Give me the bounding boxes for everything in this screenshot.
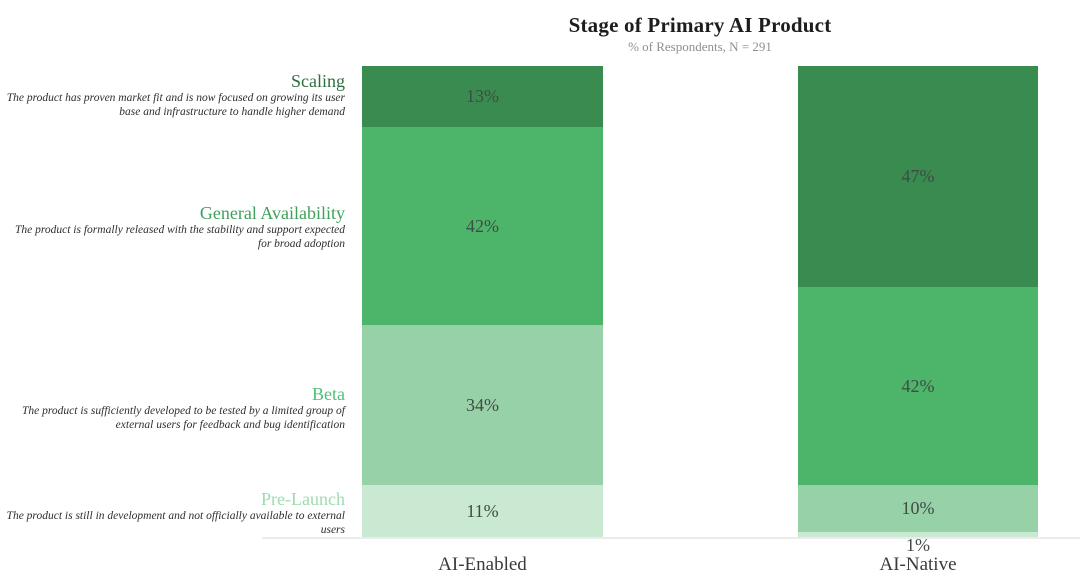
category-label-general-availability: General Availability The product is form…	[0, 203, 345, 251]
segment-ai-enabled-general-availability: 42%	[362, 127, 603, 326]
chart-title: Stage of Primary AI Product	[568, 13, 832, 37]
segment-ai-native-pre-launch: 1%	[798, 532, 1038, 555]
category-description: The product is sufficiently developed to…	[22, 405, 345, 431]
category-description: The product is formally released with th…	[14, 224, 345, 250]
category-title: Pre-Launch	[261, 489, 345, 509]
bar-ai-enabled: 13% 42% 34% 11%	[362, 66, 603, 537]
segment-value-label: 42%	[466, 215, 499, 236]
category-title: Beta	[312, 384, 345, 404]
x-axis-baseline	[262, 537, 1080, 539]
category-description: The product is still in development and …	[6, 510, 345, 536]
segment-value-label: 34%	[466, 394, 499, 415]
axis-label-ai-enabled: AI-Enabled	[438, 554, 527, 575]
segment-ai-native-beta: 10%	[798, 485, 1038, 533]
segment-ai-enabled-pre-launch: 11%	[362, 485, 603, 537]
category-label-pre-launch: Pre-Launch The product is still in devel…	[0, 489, 345, 537]
bar-ai-native: 47% 42% 10% 1%	[798, 66, 1038, 555]
segment-value-label: 13%	[466, 86, 499, 107]
axis-label-ai-native: AI-Native	[879, 554, 957, 575]
segment-value-label: 11%	[466, 500, 499, 521]
category-description: The product has proven market fit and is…	[6, 92, 345, 118]
category-label-beta: Beta The product is sufficiently develop…	[0, 384, 345, 432]
chart-subtitle: % of Respondents, N = 291	[628, 39, 772, 54]
segment-value-label: 1%	[906, 534, 930, 555]
category-title: General Availability	[199, 203, 345, 223]
segment-value-label: 10%	[901, 498, 935, 519]
segment-value-label: 42%	[901, 375, 935, 396]
segment-ai-enabled-beta: 34%	[362, 325, 603, 486]
segment-ai-native-scaling: 47%	[798, 66, 1038, 288]
category-label-scaling: Scaling The product has proven market fi…	[0, 71, 345, 119]
segment-ai-native-general-availability: 42%	[798, 287, 1038, 486]
segment-ai-enabled-scaling: 13%	[362, 66, 603, 128]
category-title: Scaling	[291, 71, 345, 91]
segment-value-label: 47%	[901, 166, 935, 187]
